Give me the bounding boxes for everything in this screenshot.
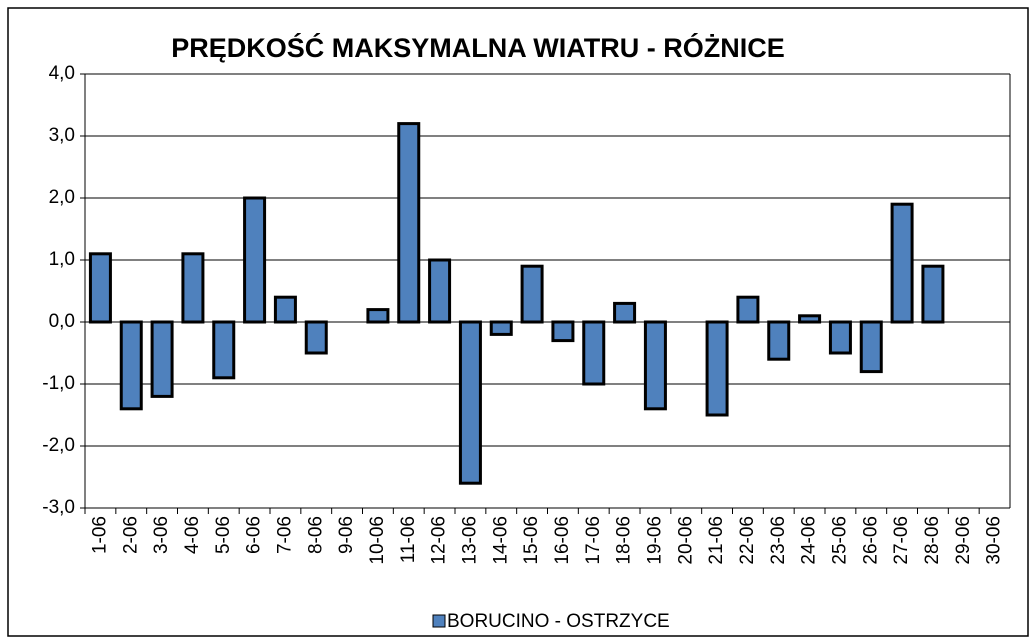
bar [828,320,852,355]
bar [428,258,452,324]
bar [613,301,637,324]
x-tick-label: 9-06 [336,516,357,554]
legend-label: BORUCINO - OSTRZYCE [447,611,670,632]
bar [798,314,822,324]
bar [458,320,482,485]
bar [366,308,390,324]
y-tick-label: -2,0 [42,435,75,456]
x-tick-label: 22-06 [737,516,758,565]
x-tick-label: 8-06 [305,516,326,554]
x-tick-label: 21-06 [706,516,727,565]
x-tick-label: 18-06 [614,516,635,565]
bar [890,202,914,324]
bar [582,320,606,386]
bar [88,252,112,324]
x-tick-label: 16-06 [552,516,573,565]
y-tick-label: 3,0 [49,125,75,146]
x-tick-label: 1-06 [89,516,110,554]
x-tick-label: 14-06 [490,516,511,565]
bar [921,264,945,324]
x-tick-label: 11-06 [398,516,419,563]
bar [736,295,760,324]
bar [859,320,883,374]
x-tick-label: 3-06 [151,516,172,554]
y-tick-label: 1,0 [49,249,75,270]
x-tick-label: 10-06 [367,516,388,565]
x-tick-label: 27-06 [891,516,912,565]
bar [551,320,575,343]
bar [520,264,544,324]
legend-swatch [432,614,446,628]
y-tick-label: -3,0 [42,497,75,518]
bar [243,196,267,324]
x-tick-label: 12-06 [429,516,450,565]
x-tick-label: 13-06 [459,516,480,565]
bar [767,320,791,361]
x-tick-label: 29-06 [953,516,974,565]
bar [212,320,236,380]
x-tick-label: 30-06 [984,516,1005,565]
x-tick-label: 2-06 [120,516,141,554]
y-tick-label: 4,0 [49,63,75,84]
y-tick-label: 0,0 [49,311,75,332]
bar [181,252,205,324]
x-tick-label: 25-06 [829,516,850,565]
x-tick-label: 4-06 [182,516,203,554]
x-tick-label: 28-06 [922,516,943,565]
bar [150,320,174,398]
x-tick-label: 6-06 [244,516,265,554]
bar [119,320,143,411]
x-tick-label: 15-06 [521,516,542,565]
bar [489,320,513,336]
y-tick-label: 2,0 [49,187,75,208]
y-tick-label: -1,0 [42,373,75,394]
x-tick-label: 7-06 [274,516,295,554]
x-tick-label: 24-06 [799,516,820,565]
x-tick-label: 20-06 [675,516,696,565]
bar [397,122,421,324]
x-tick-label: 26-06 [860,516,881,565]
bar [273,295,297,324]
chart-title: PRĘDKOŚĆ MAKSYMALNA WIATRU - RÓŻNICE [171,32,784,63]
bar [705,320,729,417]
x-tick-label: 23-06 [768,516,789,565]
x-tick-label: 19-06 [644,516,665,565]
x-tick-label: 17-06 [583,516,604,565]
bar [304,320,328,355]
x-tick-label: 5-06 [213,516,234,554]
bar [643,320,667,411]
